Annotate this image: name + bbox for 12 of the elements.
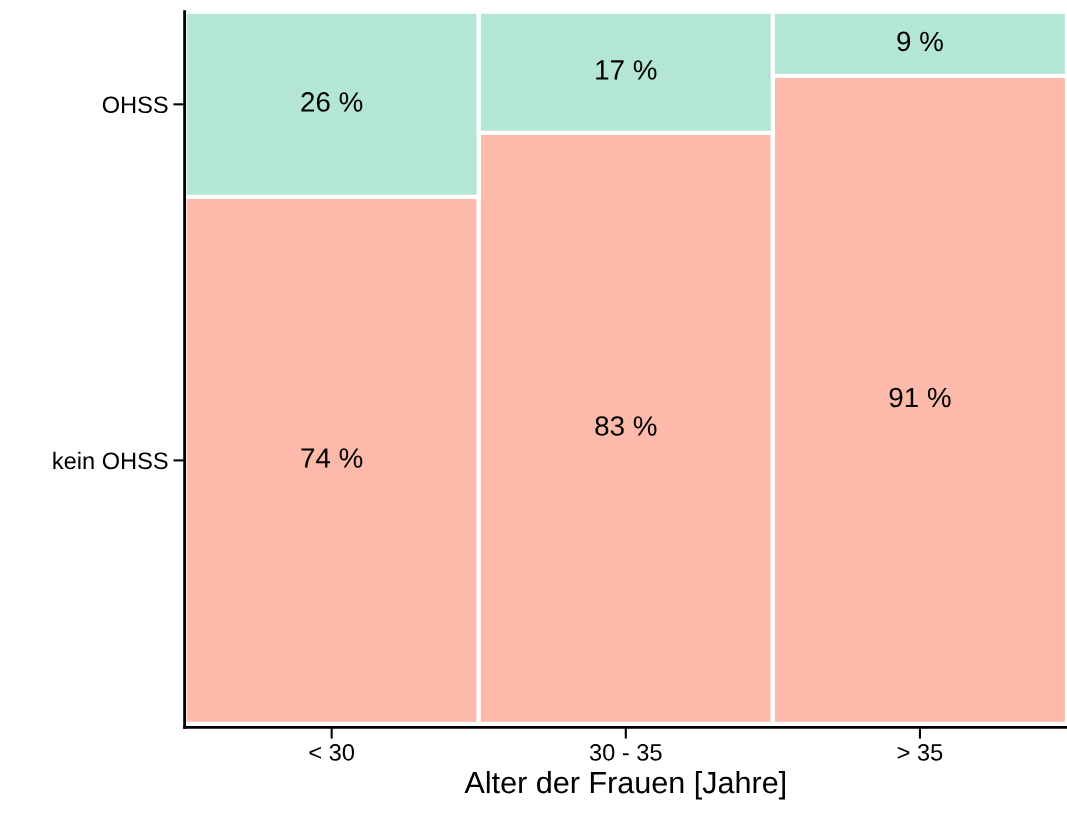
data-label: 17 % xyxy=(596,60,657,80)
x-tick-label: > 35 xyxy=(897,744,943,761)
data-label: 83 % xyxy=(595,416,657,436)
x-tick-label: < 30 xyxy=(309,744,355,761)
x-tick-label: 30 - 35 xyxy=(589,744,662,761)
series-label: kein OHSS xyxy=(53,451,168,470)
x-axis-title: Alter der Frauen [Jahre] xyxy=(464,770,785,800)
series-label: OHSS xyxy=(102,96,168,114)
data-label: 91 % xyxy=(889,387,951,408)
data-label: 74 % xyxy=(301,448,363,468)
data-label: 26 % xyxy=(301,92,363,112)
data-label: 9 % xyxy=(897,31,943,52)
